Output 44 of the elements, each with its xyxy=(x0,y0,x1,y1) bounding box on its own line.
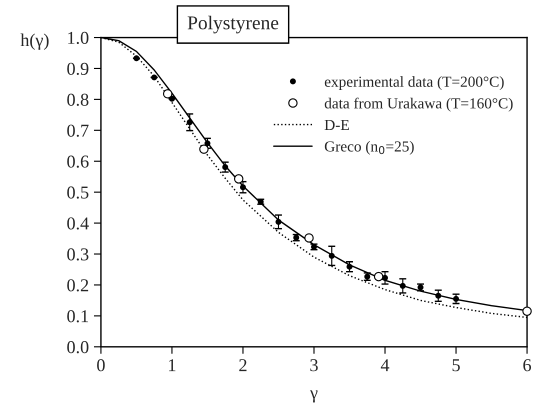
y-tick-label: 0.5 xyxy=(67,186,88,199)
point xyxy=(133,55,140,62)
point xyxy=(162,89,172,99)
legend-label: D-E xyxy=(324,120,349,130)
y-tick-label: 0.7 xyxy=(67,124,89,137)
y-tick-label: 0.0 xyxy=(67,341,88,354)
x-tick-label: 6 xyxy=(523,359,532,372)
point xyxy=(453,296,460,302)
point xyxy=(204,140,210,146)
point xyxy=(222,164,228,170)
y-axis-title: h(γ) xyxy=(20,34,49,50)
point xyxy=(435,292,442,299)
x-tick-label: 5 xyxy=(452,359,460,372)
legend-label: Greco (n$_{0}$=25) xyxy=(324,140,414,155)
point xyxy=(240,184,246,190)
point xyxy=(304,233,314,243)
point xyxy=(328,252,335,259)
x-tick-label: 2 xyxy=(239,359,246,372)
y-tick-label: 0.9 xyxy=(67,62,88,75)
point xyxy=(275,218,282,225)
y-tick-label: 1.0 xyxy=(68,32,88,44)
x-tick-label: 0 xyxy=(97,359,105,372)
point xyxy=(374,272,384,282)
y-tick-label: 0.1 xyxy=(67,310,88,322)
point xyxy=(234,174,244,184)
y-tick-label: 0.3 xyxy=(67,248,88,261)
y-tick-label: 0.8 xyxy=(67,94,88,106)
legend-label: data from Urakawa (T=160°C) xyxy=(324,98,513,112)
point xyxy=(400,282,406,289)
legend-label: experimental data (T=200°C) xyxy=(324,76,504,90)
point xyxy=(199,144,209,154)
point xyxy=(522,306,532,316)
x-axis-title: γ xyxy=(310,390,318,402)
y-tick-label: 0.4 xyxy=(67,217,89,230)
point xyxy=(382,274,388,281)
point xyxy=(151,74,158,80)
point xyxy=(186,119,193,126)
x-tick-label: 1 xyxy=(169,359,176,372)
point xyxy=(168,96,175,102)
y-tick-label: 0.6 xyxy=(67,156,89,168)
x-tick-label: 4 xyxy=(380,359,390,372)
x-tick-label: 3 xyxy=(310,359,318,372)
chart-title: Polystyrene xyxy=(188,16,278,34)
y-tick-label: 0.2 xyxy=(67,279,88,292)
